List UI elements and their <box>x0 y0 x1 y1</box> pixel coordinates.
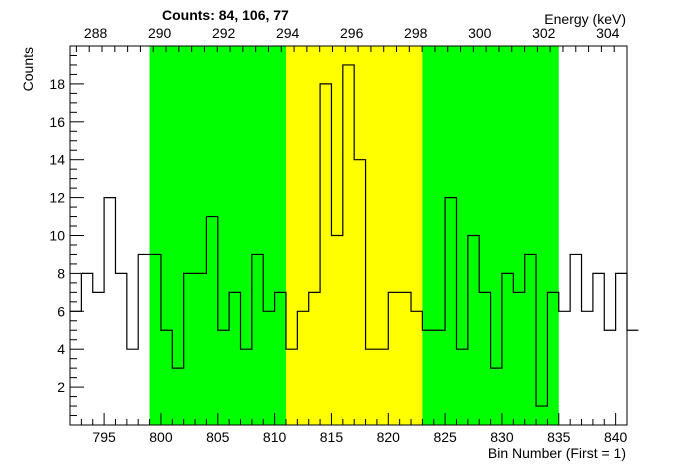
x-tick-label: 795 <box>92 429 116 445</box>
x-axis-ticks: 795 800 805 810 815 820 825 830 835 840 <box>69 413 628 445</box>
energy-tick-label: 292 <box>212 25 236 41</box>
x-tick-label: 820 <box>377 429 401 445</box>
chart-title: Counts: 84, 106, 77 <box>162 7 289 23</box>
y-tick-label: 10 <box>49 228 65 244</box>
energy-tick-label: 288 <box>84 25 108 41</box>
x-axis-label: Bin Number (First = 1) <box>488 445 626 461</box>
y-axis-label: Counts <box>20 47 36 91</box>
x-tick-label: 815 <box>320 429 344 445</box>
energy-tick-label: 302 <box>532 25 556 41</box>
y-tick-label: 12 <box>49 190 65 206</box>
y-axis-ticks: 2 4 6 8 10 12 14 16 18 <box>49 54 84 417</box>
histogram-step-line <box>70 64 639 407</box>
energy-tick-label: 304 <box>596 25 620 41</box>
y-tick-label: 6 <box>57 303 65 319</box>
y-tick-label: 2 <box>57 379 65 395</box>
energy-tick-label: 294 <box>276 25 300 41</box>
histogram-series <box>70 64 639 407</box>
y-tick-label: 4 <box>57 341 65 357</box>
x-tick-label: 810 <box>263 429 287 445</box>
y-tick-label: 14 <box>49 152 65 168</box>
x-tick-label: 805 <box>206 429 230 445</box>
y-tick-label: 18 <box>49 76 65 92</box>
energy-tick-label: 300 <box>468 25 492 41</box>
x-tick-label: 800 <box>149 429 173 445</box>
x-tick-label: 830 <box>490 429 514 445</box>
x-tick-label: 840 <box>604 429 628 445</box>
energy-axis-ticks: 288 290 292 294 296 298 300 302 304 <box>75 25 628 52</box>
energy-tick-label: 296 <box>340 25 364 41</box>
y-tick-label: 8 <box>57 265 65 281</box>
energy-tick-label: 290 <box>148 25 172 41</box>
x-tick-label: 825 <box>433 429 457 445</box>
x-tick-label: 835 <box>547 429 571 445</box>
y-tick-label: 16 <box>49 114 65 130</box>
energy-axis-label: Energy (keV) <box>544 11 626 27</box>
energy-tick-label: 298 <box>404 25 428 41</box>
